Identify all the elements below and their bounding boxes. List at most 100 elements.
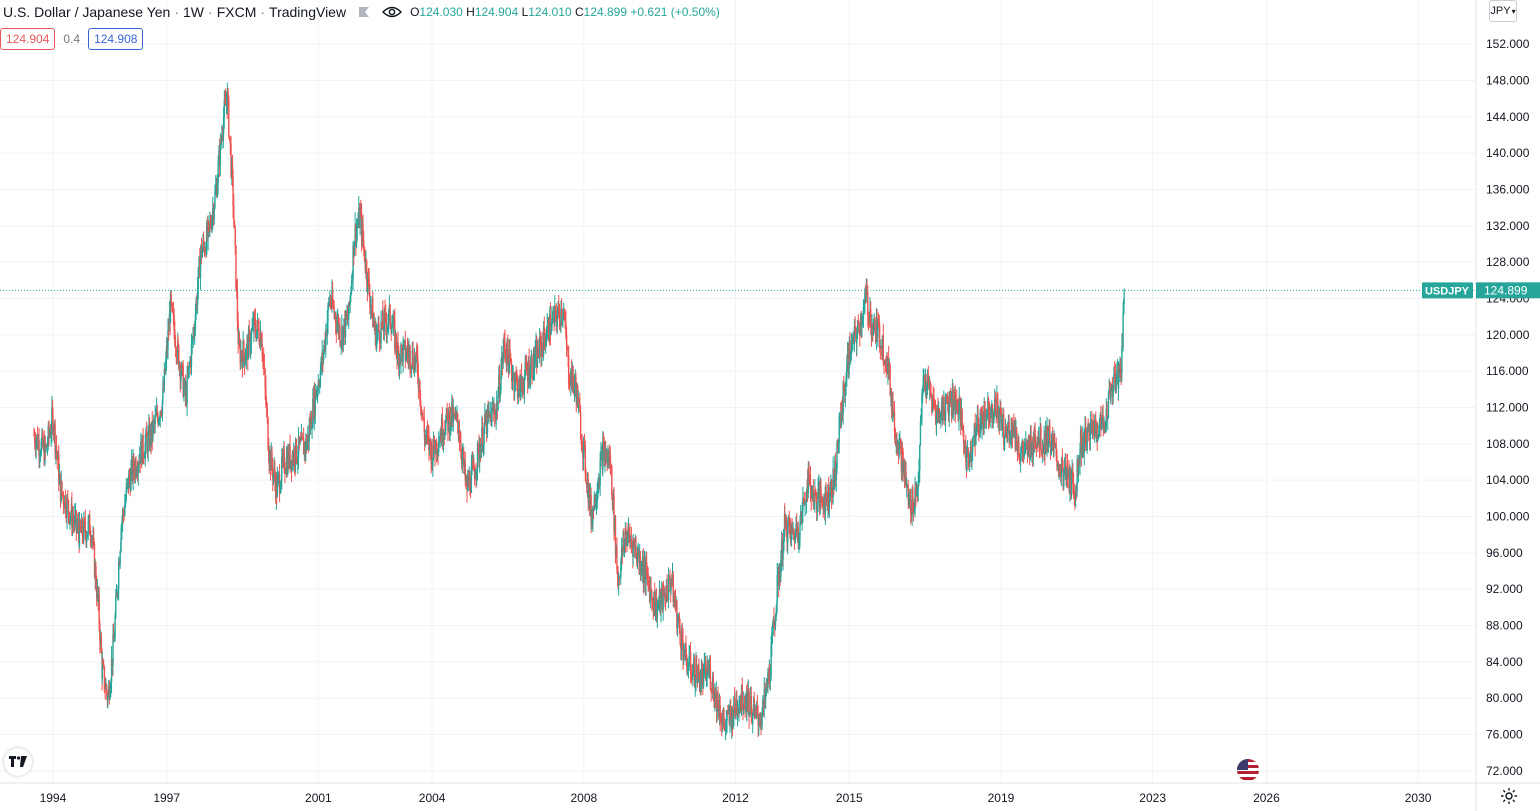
candle-body <box>905 471 907 488</box>
candle-body <box>404 340 407 360</box>
candle-body <box>1046 425 1048 446</box>
candle-body <box>190 343 193 367</box>
price-axis-label: 80.000 <box>1486 691 1523 705</box>
candle-body <box>109 691 111 699</box>
candle-body <box>254 318 257 332</box>
eye-icon[interactable] <box>382 5 403 19</box>
interval-label[interactable]: 1W <box>183 4 205 20</box>
candle-body <box>825 487 827 496</box>
candle-body <box>522 383 524 390</box>
candle-body <box>513 384 516 390</box>
candle-body <box>740 685 743 707</box>
candle-body <box>207 221 210 223</box>
candle-body <box>466 479 468 491</box>
candle-body <box>166 346 168 351</box>
candle-body <box>960 399 962 427</box>
buy-price-button[interactable]: 124.908 <box>88 28 144 50</box>
candle-body <box>804 499 806 505</box>
candle-body <box>398 349 400 368</box>
candle-body <box>973 423 976 435</box>
candle-body <box>921 393 923 419</box>
candle-body <box>113 637 116 642</box>
candle-body <box>168 313 171 332</box>
candle-body <box>1000 407 1002 415</box>
candle-body <box>595 502 598 504</box>
price-axis-label: 100.000 <box>1486 510 1530 524</box>
candle-body <box>862 319 864 323</box>
gear-icon[interactable] <box>1500 787 1518 805</box>
us-flag-event-icon[interactable] <box>1237 759 1259 781</box>
candle-body <box>148 425 151 448</box>
candle-body <box>212 208 215 219</box>
candle-body <box>710 688 712 691</box>
candle-body <box>782 550 784 560</box>
candle-body <box>39 455 41 457</box>
symbol-name[interactable]: U.S. Dollar / Japanese Yen <box>3 4 171 20</box>
candle-body <box>876 320 878 337</box>
candle-body <box>536 346 539 368</box>
candle-body <box>792 529 794 533</box>
candle-body <box>937 408 940 420</box>
candle-body <box>222 117 225 134</box>
candle-body <box>290 460 292 468</box>
candle-body <box>664 594 666 601</box>
candle-body <box>1032 438 1035 455</box>
candle-body <box>661 588 664 610</box>
candle-body <box>1055 444 1057 456</box>
candle-body <box>618 577 621 579</box>
tradingview-logo-icon[interactable] <box>4 748 32 776</box>
candle-body <box>440 435 442 442</box>
candle-body <box>274 481 277 499</box>
candle-body <box>770 644 772 676</box>
sell-price-button[interactable]: 124.904 <box>0 28 56 50</box>
candle-body <box>518 380 520 393</box>
candle-body <box>1065 463 1067 478</box>
candle-body <box>180 374 182 381</box>
candle-body <box>400 344 402 363</box>
candle-body <box>1033 438 1035 444</box>
candle-body <box>1100 422 1103 429</box>
candle-body <box>716 693 718 712</box>
candle-body <box>906 485 909 487</box>
candle-body <box>1022 444 1024 451</box>
candle-body <box>110 658 113 683</box>
flag-marker-icon[interactable] <box>356 5 372 19</box>
candle-body <box>453 410 455 414</box>
candle-body <box>835 468 838 481</box>
candle-body <box>452 410 454 423</box>
candle-body <box>143 456 145 459</box>
price-axis-label: 140.000 <box>1486 146 1530 160</box>
candle-body <box>643 566 645 581</box>
candle-body <box>174 345 177 349</box>
candle-body <box>447 410 450 431</box>
candle-body <box>1081 451 1083 455</box>
candle-body <box>698 665 700 673</box>
candle-body <box>153 421 156 424</box>
candle-body <box>968 457 970 463</box>
candle-body <box>190 359 192 367</box>
candle-body <box>331 291 333 307</box>
candle-body <box>981 416 983 430</box>
currency-dropdown[interactable]: JPY ▾ <box>1489 0 1517 22</box>
candle-body <box>173 315 175 331</box>
candle-body <box>996 395 998 402</box>
candle-body <box>133 470 136 476</box>
candle-body <box>473 460 475 471</box>
candle-body <box>199 257 202 279</box>
candle-body <box>365 260 368 283</box>
candle-body <box>344 318 346 338</box>
candle-body <box>682 639 684 660</box>
candle-body <box>67 500 70 513</box>
candle-body <box>269 451 272 471</box>
candle-body <box>602 442 605 445</box>
candle-body <box>208 222 210 226</box>
candle-body <box>86 533 89 537</box>
candle-body <box>344 312 347 338</box>
candle-body <box>665 585 668 602</box>
candle-body <box>636 554 639 563</box>
candle-body <box>828 484 830 507</box>
candle-body <box>1066 466 1068 478</box>
candle-body <box>1035 443 1037 445</box>
